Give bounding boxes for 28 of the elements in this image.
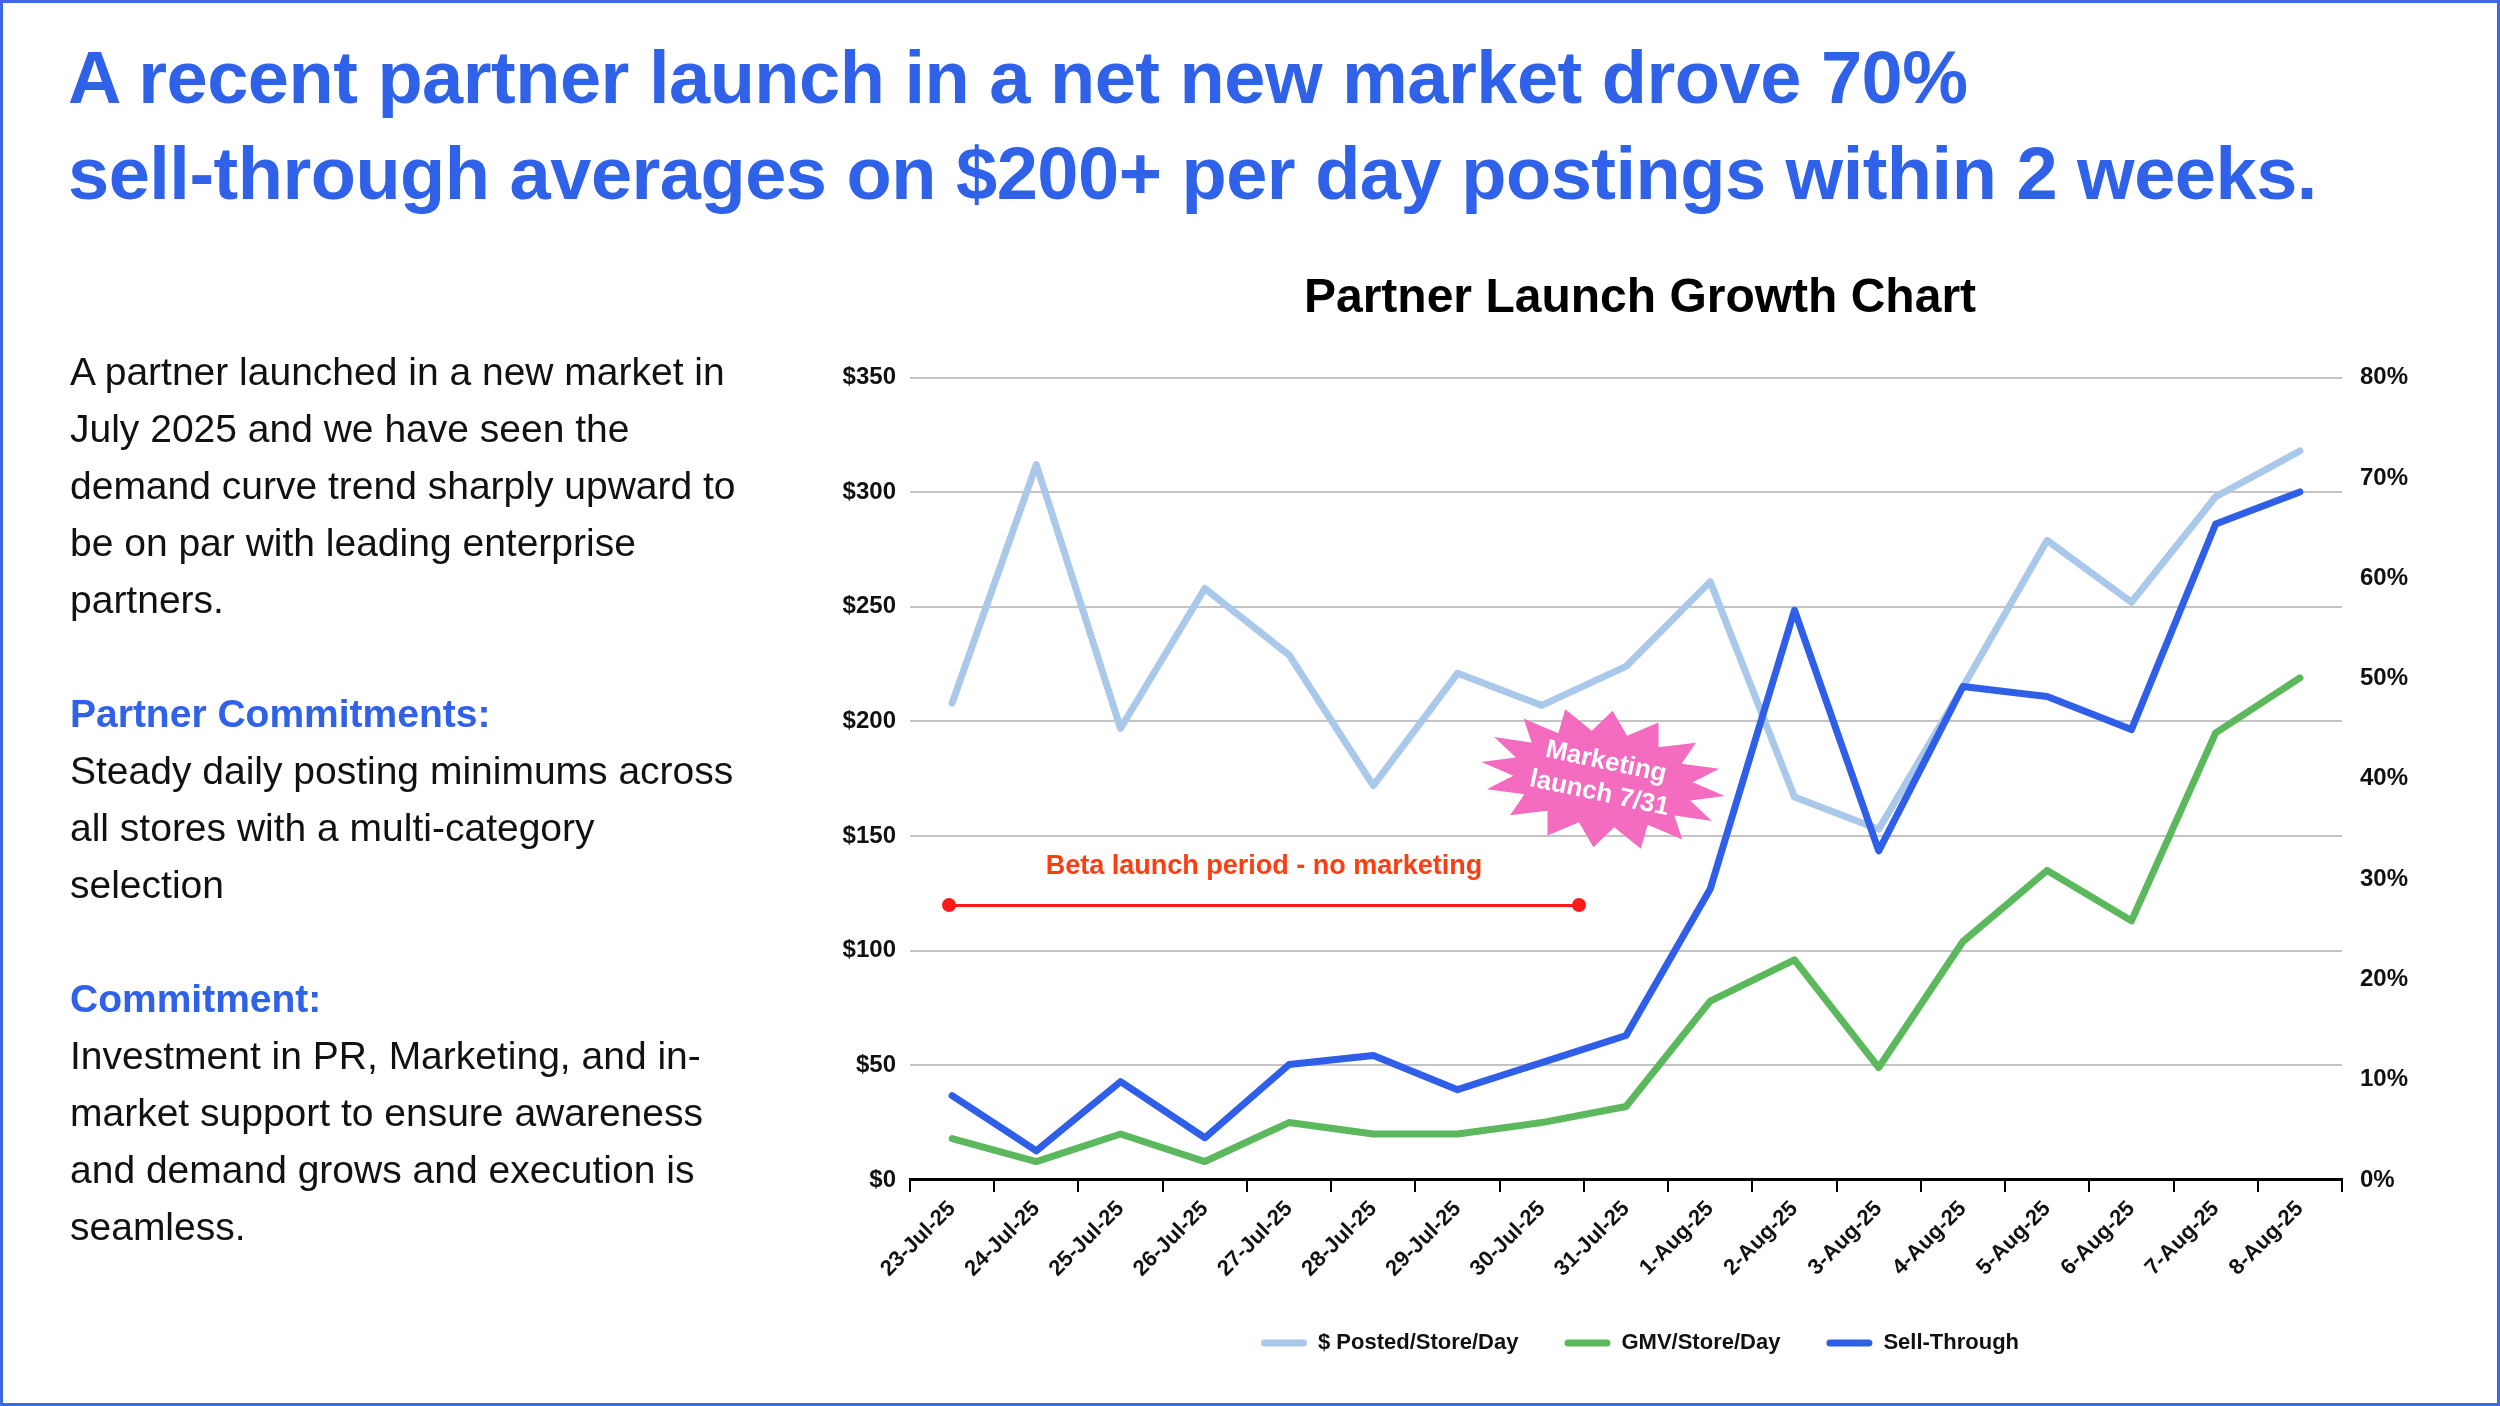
y2-tick-label: 60%	[2360, 562, 2409, 590]
y2-tick-label: 20%	[2360, 963, 2409, 991]
text: Partner Commitments:	[70, 691, 492, 737]
y-tick-label: $350	[842, 362, 896, 390]
y-tick-label: $0	[869, 1164, 896, 1192]
y2-tick-label: 40%	[2360, 763, 2409, 791]
chart-subtitle: Partner Launch Growth Chart	[1303, 269, 1977, 323]
y-tick-label: $150	[842, 820, 896, 848]
legend-label: $ Posted/Store/Day	[1317, 1329, 1520, 1355]
legend-label: Sell-Through	[1883, 1329, 2020, 1355]
y-tick-label: $250	[842, 591, 896, 619]
y-tick-label: $100	[842, 935, 896, 963]
y2-tick-label: 10%	[2360, 1064, 2409, 1092]
chart-title: A recent partner launch in a net new market drove 70% sell-through averages on $200+ per day postings within 2 weeks.	[68, 35, 2318, 217]
text: Investment in PR, Marketing, and in-market support to ensure awareness and demand grows and execution is seamless.	[70, 1033, 704, 1250]
legend-label: GMV/Store/Day	[1621, 1329, 1782, 1355]
y-tick-label: $300	[842, 476, 896, 504]
y2-tick-label: 70%	[2360, 462, 2409, 490]
y2-tick-label: 80%	[2360, 362, 2409, 390]
y-tick-label: $50	[855, 1049, 896, 1077]
y2-tick-label: 0%	[2360, 1164, 2395, 1192]
text: A partner launched in a new market in July 2025 and we have seen the demand curve trend sharply upward to be on par with leading enterprise partners.	[70, 349, 737, 623]
text: Steady daily posting minimums across all stores with a multi-category selection	[70, 748, 735, 908]
y-tick-label: $200	[842, 706, 896, 734]
y2-tick-label: 30%	[2360, 863, 2409, 891]
annotation: Beta launch period - no marketing	[1044, 850, 1484, 880]
text: Commitment:	[70, 976, 323, 1022]
y2-tick-label: 50%	[2360, 663, 2409, 691]
